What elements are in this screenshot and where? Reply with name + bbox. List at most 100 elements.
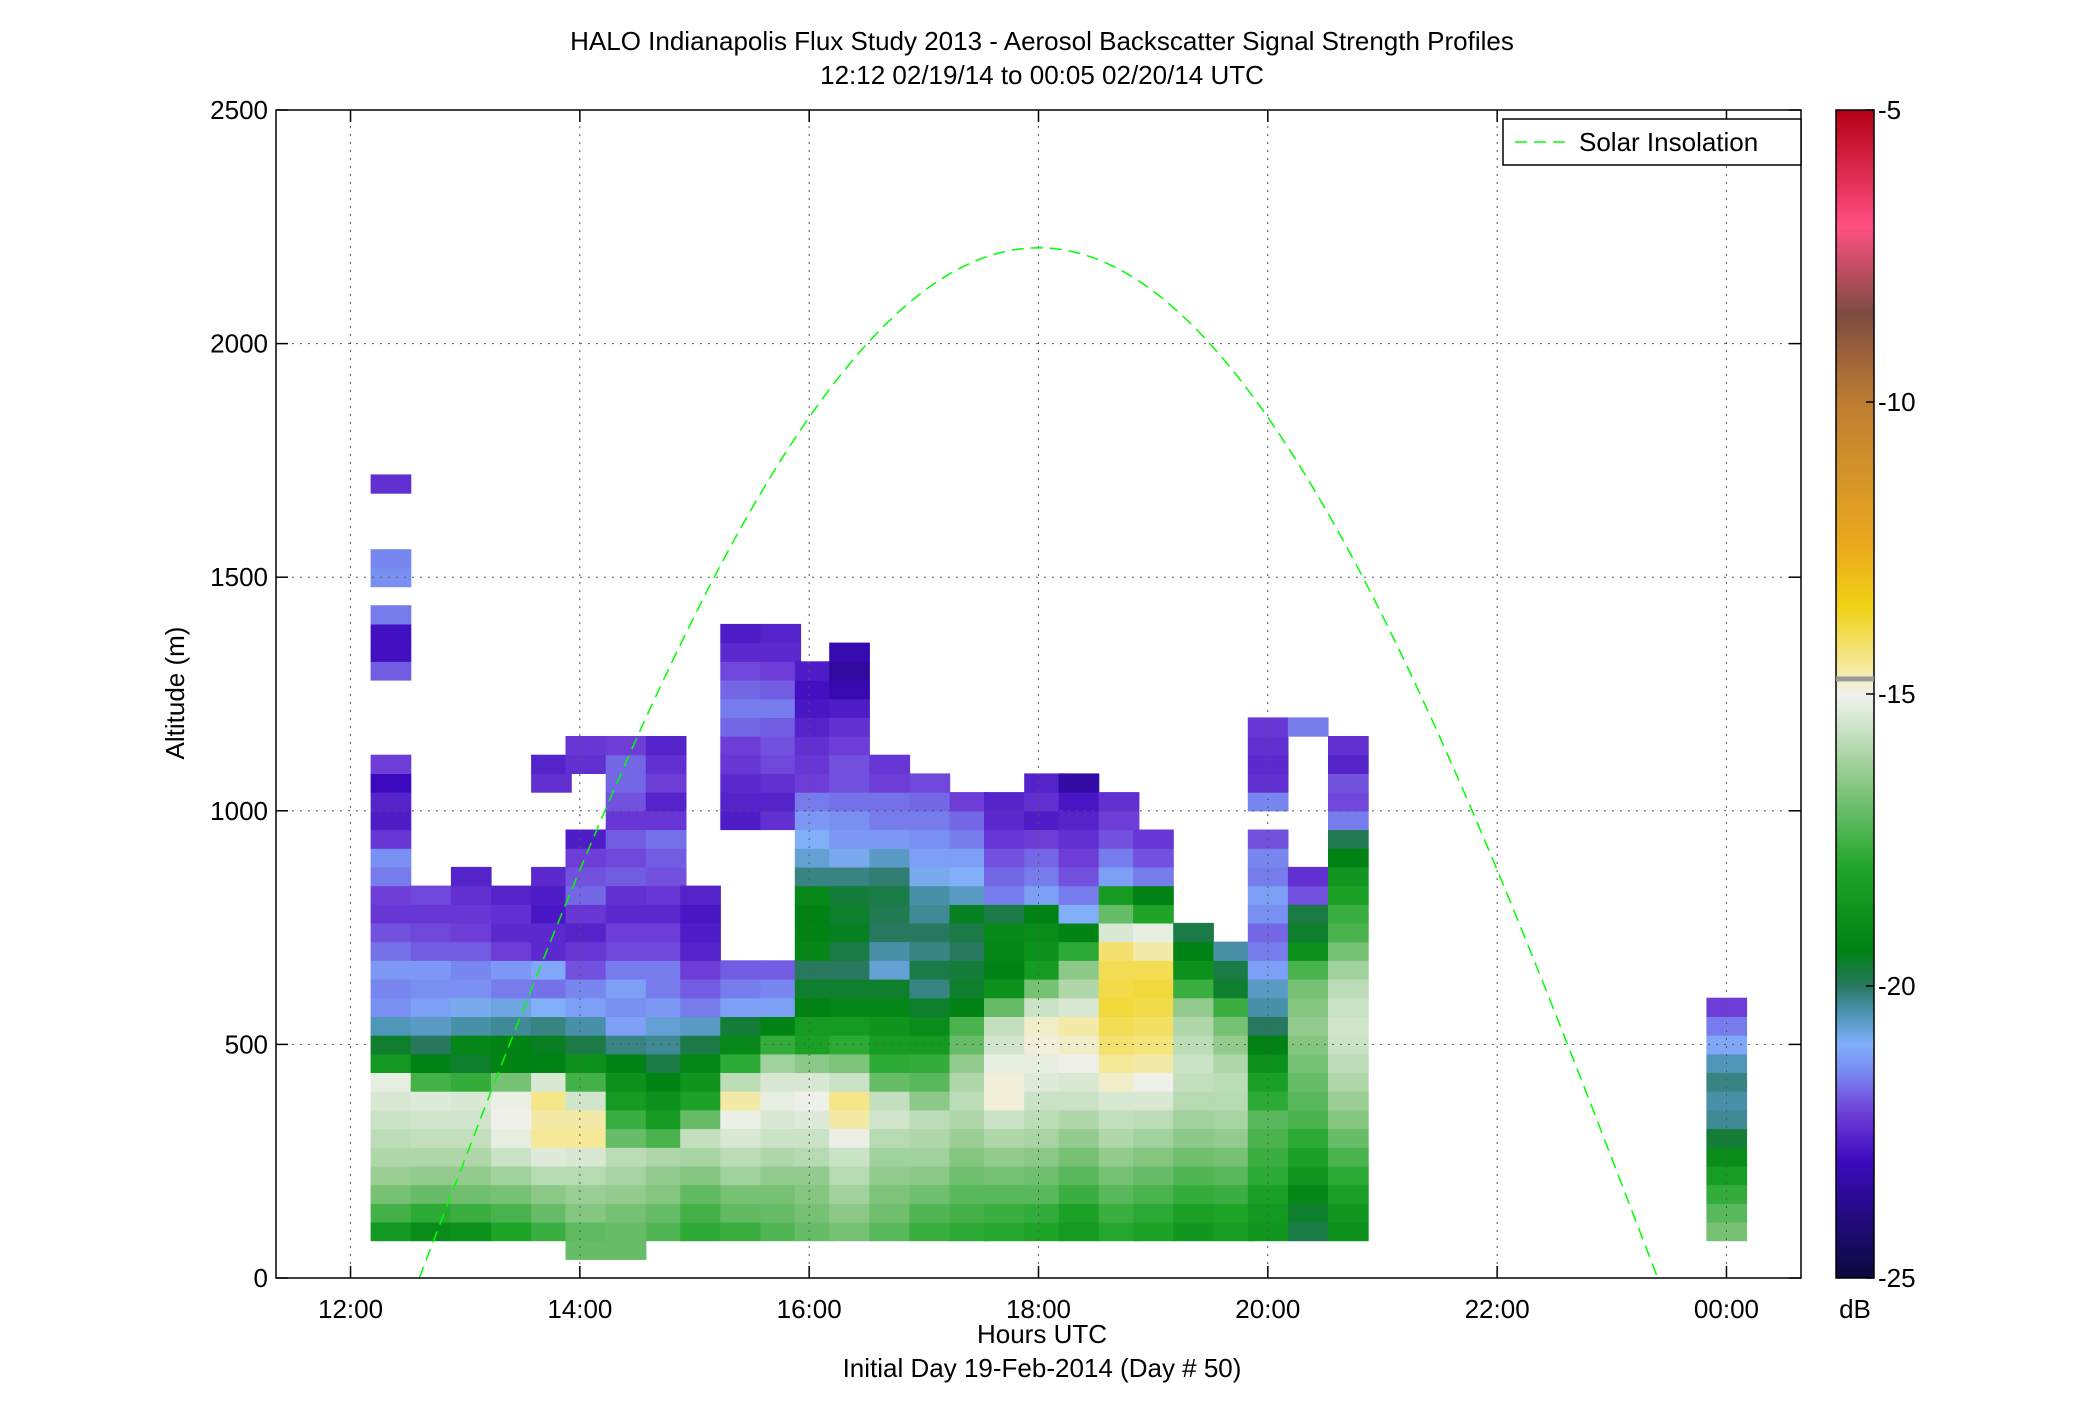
heatmap-cell [1213,1053,1255,1073]
heatmap-cell [1024,1221,1065,1242]
heatmap-cell [1213,960,1255,980]
heatmap-cell [760,623,802,644]
heatmap-cell [1706,1016,1748,1036]
heatmap-cell [949,1165,991,1186]
heatmap-cell [531,1091,572,1111]
heatmap-cell [1287,1203,1329,1223]
x-tick-label: 14:00 [547,1294,612,1324]
heatmap-cell [1287,885,1329,905]
heatmap-cell [410,997,452,1017]
heatmap-cell [760,642,802,662]
heatmap-cell [531,1184,572,1204]
heatmap-cell [1247,979,1289,999]
heatmap-cell [1098,848,1140,868]
heatmap-cell [370,754,412,774]
colorbar-tick-label: -20 [1878,971,1916,1001]
heatmap-cell [645,1053,687,1073]
heatmap-cell [605,1072,647,1092]
heatmap-cell [1328,1165,1369,1186]
heatmap-cell [1133,1072,1174,1092]
heatmap-cell [605,1203,647,1223]
heatmap-cell [370,941,412,961]
heatmap-cell [1098,1128,1140,1148]
heatmap-cell [829,960,870,980]
heatmap-cell [370,848,412,868]
heatmap-cell [605,1016,647,1036]
heatmap-cell [450,1165,492,1186]
heatmap-cell [829,792,870,812]
heatmap-cell [760,979,802,999]
heatmap-cell [829,1221,870,1242]
heatmap-cell [984,1184,1025,1204]
heatmap-cell [1247,792,1289,812]
heatmap-cell [949,885,991,905]
heatmap-cell [984,848,1025,868]
colorbar-unit: dB [1839,1294,1871,1324]
y-tick-label: 500 [225,1029,268,1059]
heatmap-cell [869,792,911,812]
heatmap-cell [410,960,452,980]
x-tick-label: 22:00 [1465,1294,1530,1324]
heatmap-cell [794,997,836,1017]
heatmap-cell [1024,1053,1065,1073]
heatmap-cell [605,1165,647,1186]
heatmap-cell [531,1147,572,1167]
heatmap-cell [869,922,911,943]
heatmap-cell [370,810,412,831]
x-axis-label: Hours UTC [977,1319,1107,1349]
heatmap-cell [794,754,836,774]
heatmap-cell [1173,1053,1214,1073]
heatmap-cell [760,960,802,980]
heatmap-cell [760,1203,802,1223]
heatmap-cell [984,904,1025,924]
heatmap-cell [1058,1072,1100,1092]
heatmap-cell [1173,1184,1214,1204]
heatmap-cell [1098,904,1140,924]
heatmap-cell [1213,1147,1255,1167]
heatmap-cell [680,1053,721,1073]
heatmap-cell [1706,1203,1748,1223]
heatmap-cell [565,1035,607,1055]
heatmap-cell [720,1109,761,1130]
heatmap-cell [794,866,836,887]
heatmap-cell [565,1128,607,1148]
heatmap-cell [720,736,761,756]
heatmap-cell [370,792,412,812]
x-tick-label: 00:00 [1694,1294,1759,1324]
heatmap-cell [794,661,836,681]
heatmap-cell [605,1053,647,1073]
heatmap-cell [605,1184,647,1204]
heatmap-cell [869,773,911,793]
heatmap-cell [1058,829,1100,849]
heatmap-cell [491,922,532,943]
heatmap-cell [1328,1016,1369,1036]
heatmap-cell [1133,1184,1174,1204]
heatmap-cell [680,997,721,1017]
heatmap-cell [1213,979,1255,999]
heatmap-cell [645,904,687,924]
heatmap-cell [450,1203,492,1223]
heatmap-cell [1024,1091,1065,1111]
heatmap-cell [869,1035,911,1055]
heatmap-cell [370,1165,412,1186]
heatmap-cell [565,922,607,943]
heatmap-cell [645,792,687,812]
heatmap-cell [869,1091,911,1111]
heatmap-cell [645,922,687,943]
heatmap-cell [410,941,452,961]
heatmap-cell [1133,922,1174,943]
heatmap-cell [491,1165,532,1186]
heatmap-cell [909,1128,951,1148]
heatmap-cell [645,885,687,905]
heatmap-cell [984,1016,1025,1036]
heatmap-cell [565,1203,607,1223]
y-axis: 0 500 1000 1500 2000 2500 [210,95,1801,1293]
heatmap-cell [645,1072,687,1092]
heatmap-cell [565,1053,607,1073]
heatmap-cell [680,941,721,961]
solar-insolation-line [418,247,1659,1279]
heatmap-cell [450,997,492,1017]
heatmap-cell [1328,979,1369,999]
heatmap-cell [1173,941,1214,961]
